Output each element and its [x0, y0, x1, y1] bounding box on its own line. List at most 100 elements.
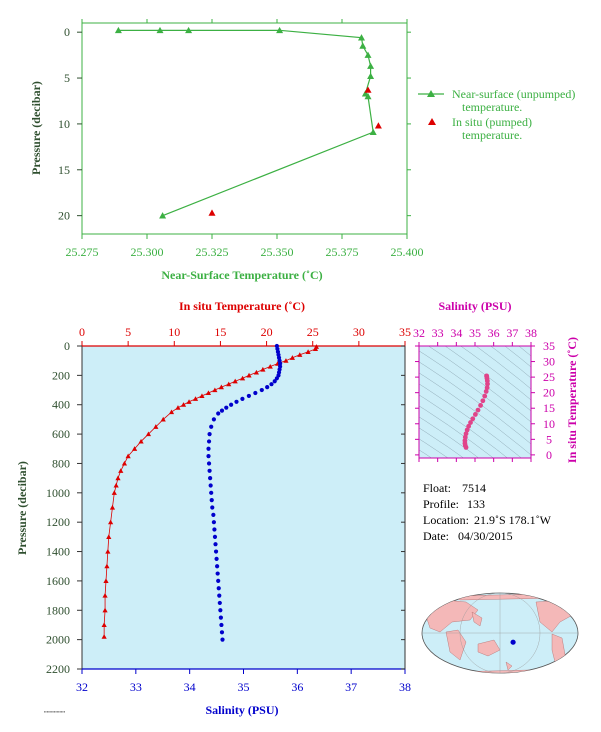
temperature-point: [102, 607, 108, 613]
y-tick-label: 10: [58, 117, 70, 131]
date-value: 04/30/2015: [458, 529, 513, 543]
x-tick-label: 25.300: [131, 245, 164, 259]
ts-point: [480, 398, 486, 404]
ts-temperature-axis-label: In situ Temperature (˚C): [565, 337, 579, 463]
world-map: [421, 592, 579, 674]
legend-unpumped-line2: temperature.: [462, 100, 522, 114]
unpumped-point: [359, 42, 367, 49]
y-tick-label: 0: [64, 25, 70, 39]
temperature-point: [101, 634, 107, 639]
pressure-tick-label: 400: [52, 398, 70, 412]
temperature-point: [104, 563, 110, 569]
salinity-point: [259, 387, 264, 393]
temperature-point: [180, 402, 187, 407]
unpumped-point: [276, 26, 284, 34]
salinity-point: [211, 512, 216, 517]
pumped-point: [374, 122, 382, 129]
temperature-tick-label: 5: [125, 325, 131, 339]
ts-x-tick-label: 38: [525, 326, 537, 340]
pressure-tick-label: 1000: [46, 486, 70, 500]
temperature-tick-label: 20: [261, 325, 273, 339]
salinity-point: [224, 405, 229, 410]
temperature-tick-label: 10: [168, 325, 180, 339]
salinity-point: [209, 424, 214, 429]
salinity-point: [219, 622, 224, 628]
salinity-point: [206, 446, 211, 451]
salinity-point: [212, 527, 217, 532]
temperature-point: [283, 358, 289, 363]
density-contour: [460, 346, 531, 401]
salinity-tick-label: 36: [291, 680, 303, 694]
ts-y-tick-label: 5: [546, 432, 552, 446]
pressure-tick-label: 1200: [46, 515, 70, 529]
salinity-tick-label: 35: [238, 680, 250, 694]
ts-y-tick-label: 30: [543, 355, 555, 369]
pumped-point: [364, 86, 372, 93]
temperature-point: [226, 381, 232, 387]
x-tick-label: 25.400: [391, 245, 424, 259]
unpumped-point: [364, 51, 372, 58]
ts-salinity-title: Salinity (PSU): [438, 299, 511, 313]
temperature-point: [312, 346, 319, 352]
salinity-axis-label: Salinity (PSU): [205, 703, 278, 717]
temperature-point: [105, 548, 111, 554]
profile-label: Profile:: [423, 497, 459, 511]
salinity-point: [253, 390, 258, 396]
temperature-point: [212, 387, 218, 393]
salinity-point: [209, 498, 214, 503]
salinity-tick-label: 32: [76, 680, 88, 694]
temperature-tick-label: 0: [79, 325, 85, 339]
date-label: Date:: [423, 529, 449, 543]
temperature-point: [125, 453, 131, 459]
density-contour: [419, 361, 531, 445]
legend-unpumped-marker: [427, 90, 435, 97]
ts-y-tick-label: 35: [543, 339, 555, 353]
unpumped-point: [358, 34, 365, 41]
temperature-point: [192, 396, 199, 401]
temperature-point: [138, 438, 144, 444]
float-location-marker: [510, 639, 516, 645]
salinity-point: [206, 439, 212, 444]
salinity-point: [220, 637, 225, 642]
temperature-point: [246, 372, 252, 378]
profile-plot-frame: [81, 345, 406, 670]
temperature-point: [175, 405, 181, 410]
salinity-point: [212, 534, 218, 539]
salinity-point: [269, 382, 274, 387]
salinity-point: [278, 361, 283, 366]
ts-point: [483, 389, 489, 394]
salinity-point: [219, 630, 225, 635]
temperature-point: [108, 519, 114, 525]
ts-y-tick-label: 0: [546, 448, 552, 462]
ts-point: [484, 373, 489, 379]
x-tick-label: 25.325: [196, 245, 229, 259]
salinity-point: [234, 399, 239, 404]
x-tick-label: 25.375: [326, 245, 359, 259]
unpumped-point: [156, 26, 164, 34]
ts-x-tick-label: 36: [488, 326, 500, 340]
ts-x-tick-label: 35: [469, 326, 481, 340]
salinity-point: [207, 431, 212, 437]
unpumped-point: [185, 26, 193, 34]
salinity-point: [265, 385, 270, 390]
x-tick-label: 25.350: [261, 245, 294, 259]
temperature-tick-label: 15: [214, 325, 226, 339]
float-label: Float:: [423, 481, 451, 495]
ts-point: [470, 416, 476, 422]
density-contour: [419, 394, 508, 458]
salinity-point: [217, 600, 222, 606]
ts-x-tick-label: 34: [450, 326, 462, 340]
ts-diagram-panel: Salinity (PSU) 32 33 34 35 36 37 3805101520253…: [413, 299, 579, 463]
density-contour: [419, 372, 531, 456]
salinity-point: [214, 556, 219, 561]
ts-point: [463, 431, 469, 437]
salinity-point: [211, 520, 216, 525]
unpumped-point: [367, 72, 375, 80]
temperature-point: [160, 416, 166, 422]
pressure-axis-label: Pressure (decibar): [15, 461, 29, 555]
density-contour: [419, 416, 480, 458]
location-label: Location:: [423, 513, 469, 527]
pressure-tick-label: 1400: [46, 545, 70, 559]
pressure-tick-label: 600: [52, 427, 70, 441]
ts-point: [484, 385, 490, 391]
